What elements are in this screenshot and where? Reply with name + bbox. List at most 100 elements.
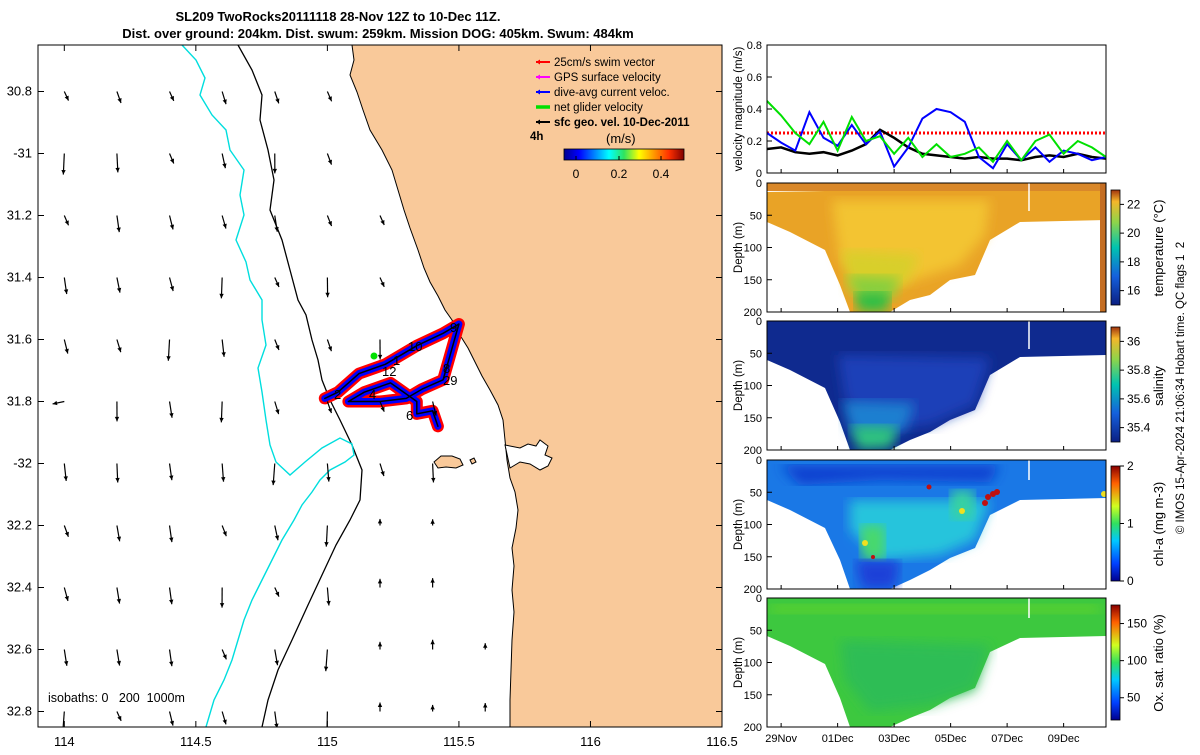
y-tick-label: 31.8 [7, 394, 32, 409]
velocity-arrowhead [61, 728, 65, 733]
depth-tick-label: 0 [756, 455, 762, 467]
colorbar-tick-label: 0 [1127, 574, 1134, 588]
track-label: 10 [408, 339, 422, 354]
colorbar-tick: 0 [573, 167, 580, 181]
depth-tick-label: 150 [744, 275, 762, 287]
depth-axis-label: Depth (m) [733, 637, 745, 688]
temperature-colorbar [1111, 190, 1120, 305]
salinity-colorbar-label: salinity [1151, 366, 1166, 406]
time-tick-label: 29Nov [765, 733, 797, 745]
map-panel: 9 10 1 12 8 29 2 4 6 25cm/s swim vector … [7, 45, 738, 749]
legend-label: GPS surface velocity [554, 72, 661, 84]
y-tick-label: 0.6 [747, 72, 762, 84]
velocity-arrowhead [325, 727, 329, 732]
x-tick-label: 115.5 [443, 734, 475, 749]
oxygen-colorbar-label: Ox. sat. ratio (%) [1151, 614, 1166, 712]
y-tick-label: 0.8 [747, 40, 762, 52]
depth-tick-label: 50 [750, 210, 762, 222]
colorbar-tick-label: 16 [1127, 284, 1141, 298]
depth-tick-label: 100 [744, 658, 762, 670]
y-tick-label: 32.2 [7, 518, 32, 533]
colorbar-tick-label: 35.8 [1127, 363, 1151, 377]
title-line-2: Dist. over ground: 204km. Dist. swum: 25… [122, 26, 634, 41]
legend-item: 25cm/s swim vector [536, 57, 655, 69]
colorbar-tick: 0.4 [653, 167, 670, 181]
y-tick-label: -32 [13, 456, 32, 471]
y-tick-label: 32.8 [7, 704, 32, 719]
colorbar-tick: 0.2 [611, 167, 628, 181]
colorbar-tick-label: 36 [1127, 334, 1141, 348]
depth-tick-label: 150 [744, 413, 762, 425]
depth-tick-label: 0 [756, 178, 762, 190]
y-tick-label: 0.2 [747, 136, 762, 148]
depth-tick-label: 0 [756, 593, 762, 605]
legend-duration: 4h [530, 131, 543, 143]
depth-axis-label: Depth (m) [733, 499, 745, 550]
y-tick-label: 31.4 [7, 270, 32, 285]
depth-tick-label: 100 [744, 520, 762, 532]
colorbar-tick-label: 150 [1127, 617, 1147, 631]
colorbar-unit: (m/s) [606, 131, 636, 146]
temperature-colorbar-label: temperature (°C) [1151, 200, 1166, 297]
y-tick-label: 31.6 [7, 332, 32, 347]
colorbar-tick-label: 22 [1127, 197, 1141, 211]
colorbar-tick-label: 35.4 [1127, 421, 1151, 435]
isobaths-label: isobaths: 0 200 1000m [48, 691, 185, 705]
legend-item: GPS surface velocity [536, 72, 661, 84]
colorbar-tick-label: 20 [1127, 226, 1141, 240]
depth-tick-label: 50 [750, 348, 762, 360]
depth-tick-label: 200 [744, 722, 762, 734]
legend-label: dive-avg current veloc. [554, 87, 670, 99]
oxygen-colorbar [1111, 605, 1120, 720]
temperature-panel: temperature (°C) [767, 183, 1166, 312]
speed-colorbar [564, 149, 684, 160]
track-label: 4 [369, 387, 376, 402]
chla-colorbar [1111, 466, 1120, 581]
colorbar-tick-label: 18 [1127, 255, 1141, 269]
depth-tick-label: 100 [744, 381, 762, 393]
oxygen-panel: Ox. sat. ratio (%) [767, 598, 1166, 727]
x-tick-label: 115 [317, 734, 338, 749]
chla-panel: chl-a (mg m-3) [767, 460, 1166, 589]
colorbar-tick-label: 2 [1127, 459, 1134, 473]
legend-label: net glider velocity [554, 102, 643, 114]
y-tick-label: -31 [13, 146, 32, 161]
y-tick-label: 30.8 [7, 84, 32, 99]
track-label: 12 [382, 364, 396, 379]
colorbar-tick-label: 35.6 [1127, 392, 1151, 406]
y-tick-label: 0.4 [747, 104, 762, 116]
y-tick-label: 31.2 [7, 208, 32, 223]
track-label: 29 [443, 373, 457, 388]
depth-tick-label: 100 [744, 243, 762, 255]
legend-item: sfc geo. vel. 10-Dec-2011 [536, 117, 690, 129]
depth-tick-label: 150 [744, 552, 762, 564]
salinity-colorbar [1111, 327, 1120, 442]
time-tick-label: 05Dec [935, 733, 967, 745]
track-green-marker [371, 353, 378, 360]
legend-label: sfc geo. vel. 10-Dec-2011 [554, 117, 690, 129]
x-tick-label: 116.5 [706, 734, 738, 749]
salinity-panel: salinity [767, 321, 1166, 450]
title-line-1: SL209 TwoRocks20111118 28-Nov 12Z to 10-… [176, 9, 501, 24]
time-tick-label: 07Dec [991, 733, 1023, 745]
depth-tick-label: 150 [744, 690, 762, 702]
colorbar-tick-label: 1 [1127, 517, 1134, 531]
x-tick-label: 114 [54, 734, 75, 749]
time-tick-label: 01Dec [822, 733, 854, 745]
velocity-ylabel: velocity magnitude (m/s) [733, 47, 745, 172]
time-tick-label: 09Dec [1048, 733, 1080, 745]
credit-line: © IMOS 15-Apr-2024 21:06:34 Hobart time.… [1175, 242, 1187, 534]
colorbar-tick-label: 100 [1127, 654, 1147, 668]
chla-colorbar-label: chl-a (mg m-3) [1151, 482, 1166, 567]
legend-label: 25cm/s swim vector [554, 57, 655, 69]
depth-axis-label: Depth (m) [733, 222, 745, 273]
y-tick-label: 32.4 [7, 580, 32, 595]
depth-tick-label: 50 [750, 625, 762, 637]
time-tick-label: 03Dec [878, 733, 910, 745]
legend-item: dive-avg current veloc. [536, 87, 670, 99]
track-label: 2 [334, 387, 341, 402]
colorbar-tick-label: 50 [1127, 691, 1141, 705]
depth-axis-label: Depth (m) [733, 360, 745, 411]
y-tick-label: 32.6 [7, 642, 32, 657]
